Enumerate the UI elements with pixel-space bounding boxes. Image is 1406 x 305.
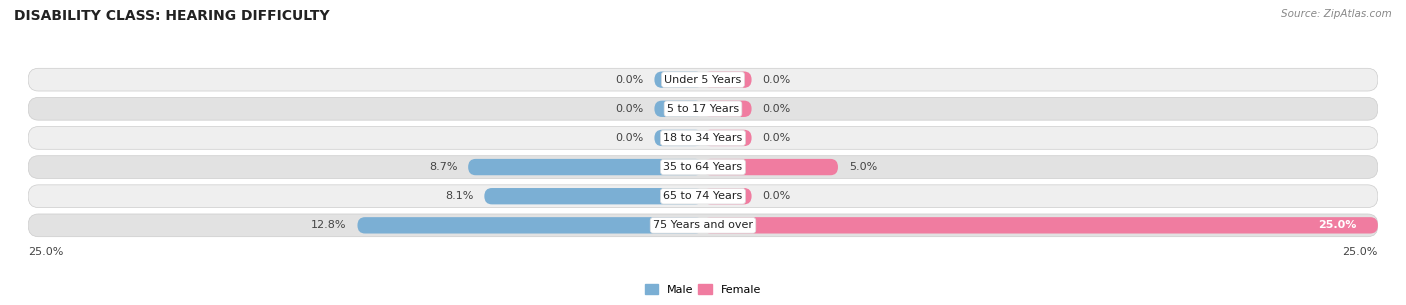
FancyBboxPatch shape — [654, 130, 703, 146]
Text: 25.0%: 25.0% — [1343, 247, 1378, 257]
Text: 25.0%: 25.0% — [1317, 220, 1357, 230]
FancyBboxPatch shape — [468, 159, 703, 175]
Legend: Male, Female: Male, Female — [641, 280, 765, 299]
FancyBboxPatch shape — [703, 217, 1378, 234]
Text: Source: ZipAtlas.com: Source: ZipAtlas.com — [1281, 9, 1392, 19]
FancyBboxPatch shape — [703, 101, 752, 117]
FancyBboxPatch shape — [703, 188, 752, 204]
Text: 0.0%: 0.0% — [762, 104, 790, 114]
Text: 0.0%: 0.0% — [762, 133, 790, 143]
FancyBboxPatch shape — [703, 71, 752, 88]
FancyBboxPatch shape — [28, 185, 1378, 208]
FancyBboxPatch shape — [28, 97, 1378, 120]
Text: 25.0%: 25.0% — [28, 247, 63, 257]
Text: 0.0%: 0.0% — [616, 75, 644, 85]
FancyBboxPatch shape — [703, 159, 838, 175]
Text: Under 5 Years: Under 5 Years — [665, 75, 741, 85]
Text: 0.0%: 0.0% — [762, 191, 790, 201]
Text: 75 Years and over: 75 Years and over — [652, 220, 754, 230]
Text: 8.1%: 8.1% — [446, 191, 474, 201]
FancyBboxPatch shape — [28, 156, 1378, 178]
FancyBboxPatch shape — [654, 71, 703, 88]
FancyBboxPatch shape — [484, 188, 703, 204]
Text: 18 to 34 Years: 18 to 34 Years — [664, 133, 742, 143]
Text: 0.0%: 0.0% — [616, 133, 644, 143]
Text: 0.0%: 0.0% — [616, 104, 644, 114]
FancyBboxPatch shape — [28, 214, 1378, 237]
Text: 5.0%: 5.0% — [849, 162, 877, 172]
Text: 35 to 64 Years: 35 to 64 Years — [664, 162, 742, 172]
FancyBboxPatch shape — [28, 68, 1378, 91]
Text: 12.8%: 12.8% — [311, 220, 347, 230]
FancyBboxPatch shape — [703, 130, 752, 146]
FancyBboxPatch shape — [28, 127, 1378, 149]
FancyBboxPatch shape — [654, 101, 703, 117]
Text: 8.7%: 8.7% — [429, 162, 457, 172]
FancyBboxPatch shape — [357, 217, 703, 234]
Text: 0.0%: 0.0% — [762, 75, 790, 85]
Text: 5 to 17 Years: 5 to 17 Years — [666, 104, 740, 114]
Text: 65 to 74 Years: 65 to 74 Years — [664, 191, 742, 201]
Text: DISABILITY CLASS: HEARING DIFFICULTY: DISABILITY CLASS: HEARING DIFFICULTY — [14, 9, 329, 23]
